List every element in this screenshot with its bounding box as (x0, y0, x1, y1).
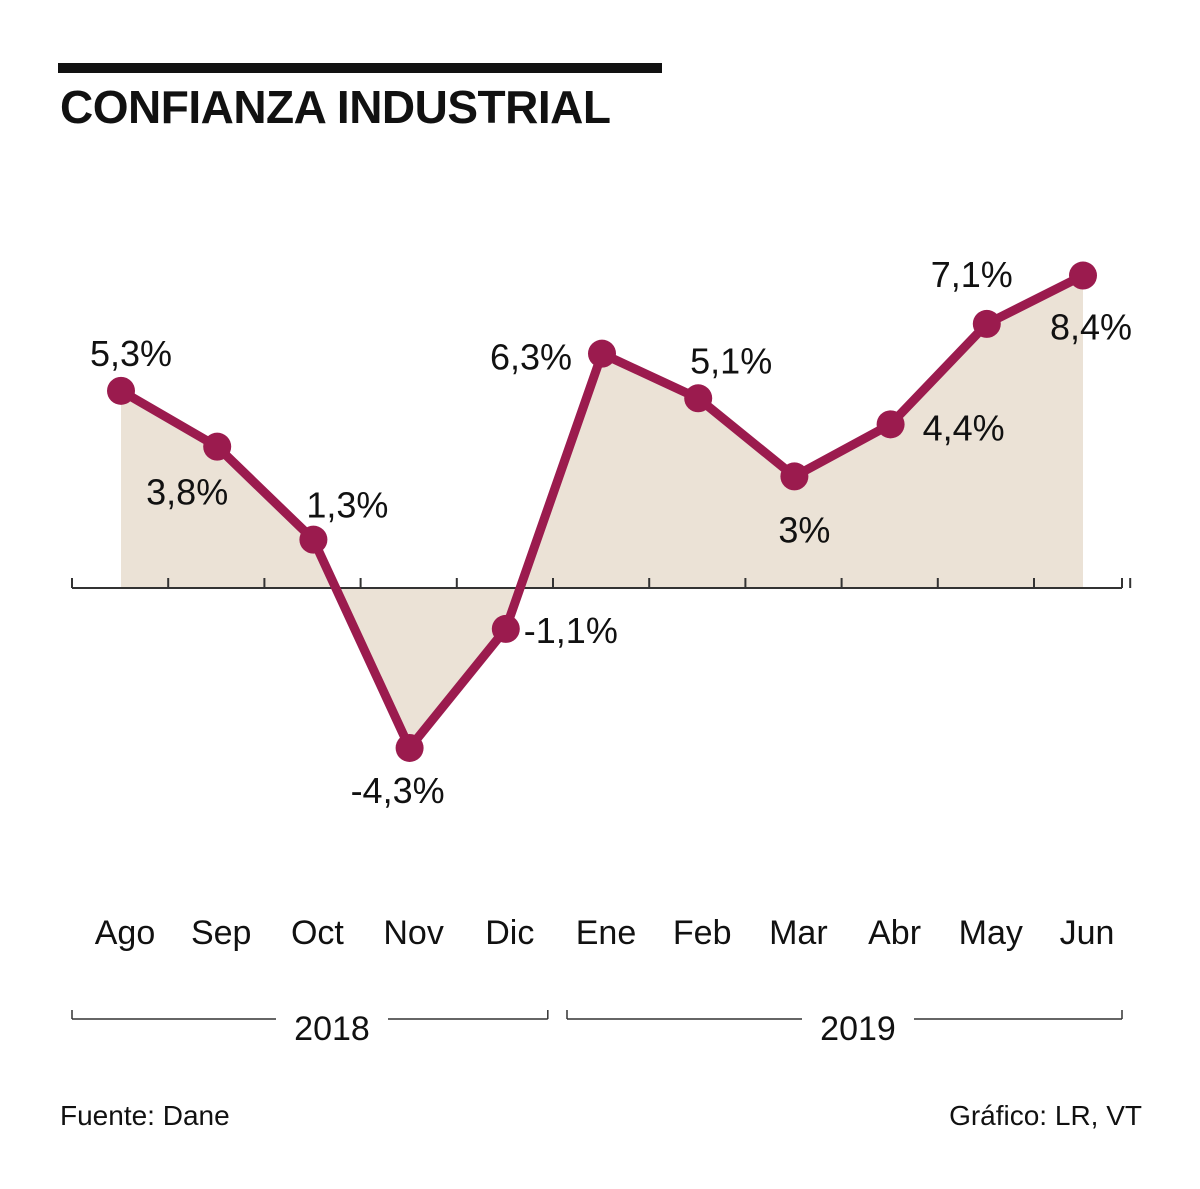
data-point (588, 339, 616, 368)
data-point (1069, 261, 1097, 290)
area-fill (121, 275, 1083, 748)
x-tick-label: Jun (1060, 914, 1115, 952)
data-point (299, 525, 328, 554)
data-point (203, 432, 232, 461)
title-rule (58, 63, 662, 73)
data-point (780, 462, 809, 491)
x-tick-label: Nov (383, 914, 443, 952)
x-tick-label: Feb (673, 914, 732, 952)
x-tick-label: Abr (868, 914, 921, 952)
data-label: -1,1% (524, 610, 618, 651)
graphic-credit: Gráfico: LR, VT (949, 1100, 1142, 1131)
data-label: 7,1% (931, 254, 1013, 295)
data-label: -4,3% (351, 770, 445, 811)
data-point (684, 384, 713, 413)
data-label: 5,3% (90, 333, 172, 374)
chart-title: CONFIANZA INDUSTRIAL (60, 81, 611, 133)
year-label: 2018 (294, 1010, 370, 1048)
data-point (491, 614, 520, 643)
data-point (395, 733, 424, 762)
data-label: 5,1% (690, 340, 772, 381)
year-label: 2019 (820, 1010, 896, 1048)
data-point (107, 376, 135, 405)
data-label: 1,3% (306, 485, 388, 526)
x-tick-label: Dic (485, 914, 534, 952)
data-point (876, 410, 905, 439)
x-tick-label: Ene (576, 914, 637, 952)
data-label: 8,4% (1050, 307, 1132, 348)
x-tick-label: Oct (291, 914, 344, 952)
source-note: Fuente: Dane (60, 1100, 230, 1131)
x-tick-label: Mar (769, 914, 828, 952)
data-point (972, 309, 1001, 338)
x-tick-label: Ago (95, 914, 156, 952)
x-tick-label: Sep (191, 914, 252, 952)
data-label: 6,3% (490, 337, 572, 378)
x-tick-label: May (959, 914, 1023, 952)
data-label: 4,4% (923, 407, 1005, 448)
data-label: 3,8% (146, 472, 228, 513)
data-label: 3% (778, 509, 830, 550)
